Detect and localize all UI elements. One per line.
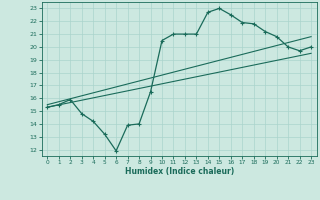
X-axis label: Humidex (Indice chaleur): Humidex (Indice chaleur) <box>124 167 234 176</box>
